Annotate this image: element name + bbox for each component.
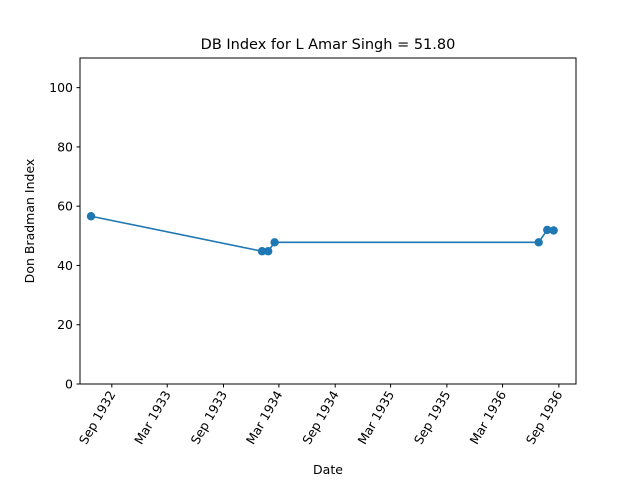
data-point xyxy=(270,238,279,247)
data-point xyxy=(543,225,552,235)
y-tick-label: 80 xyxy=(57,139,73,154)
y-axis-label: Don Bradman Index xyxy=(22,159,37,284)
y-axis: 0 20 40 60 80 100 xyxy=(49,80,80,392)
chart-title: DB Index for L Amar Singh = 51.80 xyxy=(201,37,456,53)
y-tick-label: 0 xyxy=(65,377,73,392)
axes-frame xyxy=(79,57,577,385)
series-layer xyxy=(86,212,558,256)
data-point xyxy=(263,247,273,256)
data-point xyxy=(257,247,267,256)
data-point xyxy=(86,212,96,221)
data-point xyxy=(549,226,558,235)
y-tick-label: 20 xyxy=(57,317,73,332)
y-tick-label: 60 xyxy=(57,199,73,214)
x-axis-label: Date xyxy=(313,462,343,477)
data-point xyxy=(534,238,543,247)
y-tick-label: 40 xyxy=(57,258,73,273)
y-tick-label: 100 xyxy=(49,80,73,95)
